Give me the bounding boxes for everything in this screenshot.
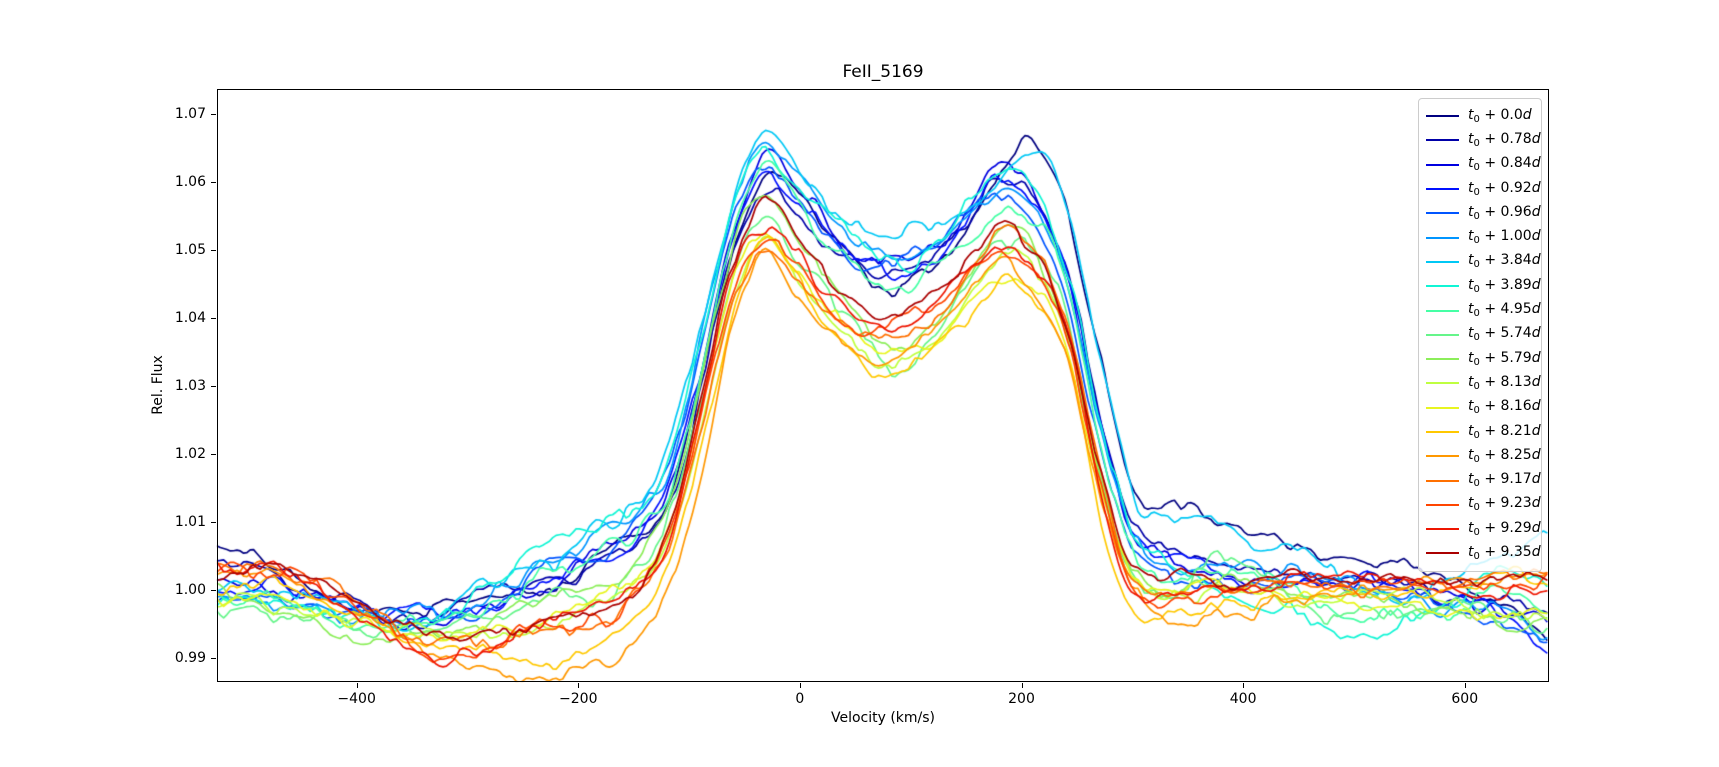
legend-item: t0 + 8.21d xyxy=(1426,420,1541,444)
legend-line-swatch xyxy=(1426,139,1459,142)
x-tick-label: −200 xyxy=(559,691,598,707)
legend-item: t0 + 3.84d xyxy=(1426,250,1541,274)
legend-item: t0 + 9.17d xyxy=(1426,468,1541,492)
legend-line-swatch xyxy=(1426,212,1459,215)
y-tick-mark xyxy=(211,250,216,252)
legend-label: t0 + 8.13d xyxy=(1468,373,1541,392)
legend-item: t0 + 9.23d xyxy=(1426,493,1541,517)
y-tick-mark xyxy=(211,318,216,320)
legend-item: t0 + 0.78d xyxy=(1426,128,1541,152)
x-tick-label: −400 xyxy=(337,691,376,707)
legend-item: t0 + 0.0d xyxy=(1426,104,1535,128)
y-tick-mark xyxy=(211,114,216,116)
x-tick-mark xyxy=(799,683,801,688)
legend-item: t0 + 0.84d xyxy=(1426,153,1541,177)
y-tick-mark xyxy=(211,182,216,184)
y-tick-label: 1.03 xyxy=(174,378,206,395)
x-tick-mark xyxy=(1243,683,1245,688)
legend-item: t0 + 3.89d xyxy=(1426,274,1541,298)
legend-label: t0 + 8.16d xyxy=(1468,398,1541,417)
y-tick-mark xyxy=(211,590,216,592)
x-axis-label: Velocity (km/s) xyxy=(830,710,936,726)
legend-line-swatch xyxy=(1426,188,1459,191)
x-tick-label: 600 xyxy=(1451,691,1479,707)
legend-label: t0 + 0.0d xyxy=(1468,106,1532,125)
legend-line-swatch xyxy=(1426,528,1459,531)
y-tick-label: 1.04 xyxy=(174,310,206,327)
x-tick-mark xyxy=(1021,683,1023,688)
legend-item: t0 + 8.13d xyxy=(1426,371,1541,395)
x-tick-label: 200 xyxy=(1008,691,1035,707)
legend-line-swatch xyxy=(1426,115,1459,118)
legend: t0 + 0.0d t0 + 0.78d t0 + 0.84d t0 + 0.92d t… xyxy=(1418,98,1542,572)
legend-line-swatch xyxy=(1426,333,1459,336)
legend-line-swatch xyxy=(1426,358,1459,361)
legend-label: t0 + 9.35d xyxy=(1468,543,1541,562)
legend-line-swatch xyxy=(1426,236,1459,239)
legend-label: t0 + 1.00d xyxy=(1468,228,1541,247)
legend-item: t0 + 9.29d xyxy=(1426,517,1541,541)
legend-line-swatch xyxy=(1426,431,1459,433)
legend-label: t0 + 3.89d xyxy=(1468,276,1541,295)
legend-line-swatch xyxy=(1426,260,1459,263)
legend-item: t0 + 0.92d xyxy=(1426,177,1541,201)
x-tick-label: 0 xyxy=(795,691,805,707)
legend-item: t0 + 1.00d xyxy=(1426,225,1541,249)
legend-line-swatch xyxy=(1426,382,1459,385)
y-tick-label: 1.02 xyxy=(174,446,206,463)
y-tick-mark xyxy=(211,658,216,660)
x-tick-label: 400 xyxy=(1229,691,1257,707)
legend-line-swatch xyxy=(1426,285,1459,288)
legend-label: t0 + 5.74d xyxy=(1468,325,1541,344)
legend-item: t0 + 9.35d xyxy=(1426,541,1541,565)
y-tick-mark xyxy=(211,522,216,524)
legend-line-swatch xyxy=(1426,479,1459,482)
legend-line-swatch xyxy=(1426,552,1459,555)
y-tick-label: 0.99 xyxy=(174,650,206,667)
legend-label: t0 + 9.23d xyxy=(1468,495,1541,514)
legend-item: t0 + 5.79d xyxy=(1426,347,1541,371)
legend-item: t0 + 8.16d xyxy=(1426,396,1541,420)
legend-item: t0 + 8.25d xyxy=(1426,444,1541,468)
x-tick-mark xyxy=(356,683,358,688)
y-tick-label: 1.07 xyxy=(174,106,206,123)
y-tick-label: 1.01 xyxy=(174,514,206,531)
legend-line-swatch xyxy=(1426,163,1459,166)
legend-label: t0 + 9.17d xyxy=(1468,471,1541,490)
y-tick-label: 1.00 xyxy=(174,582,206,599)
legend-line-swatch xyxy=(1426,309,1459,312)
legend-label: t0 + 4.95d xyxy=(1468,301,1541,320)
y-tick-label: 1.05 xyxy=(174,242,206,259)
legend-label: t0 + 0.96d xyxy=(1468,203,1541,222)
legend-label: t0 + 0.78d xyxy=(1468,130,1541,149)
legend-label: t0 + 8.25d xyxy=(1468,446,1541,465)
y-tick-mark xyxy=(211,386,216,388)
y-tick-mark xyxy=(211,454,216,456)
legend-line-swatch xyxy=(1426,503,1459,506)
legend-label: t0 + 0.84d xyxy=(1468,155,1541,174)
y-tick-label: 1.06 xyxy=(174,174,206,191)
legend-line-swatch xyxy=(1426,406,1459,409)
legend-label: t0 + 9.29d xyxy=(1468,519,1541,538)
legend-line-swatch xyxy=(1426,455,1459,458)
legend-label: t0 + 0.92d xyxy=(1468,179,1541,198)
legend-label: t0 + 8.21d xyxy=(1468,422,1541,441)
legend-item: t0 + 0.96d xyxy=(1426,201,1541,225)
legend-item: t0 + 5.74d xyxy=(1426,323,1541,347)
chart-title: FeII_5169 xyxy=(842,62,924,82)
x-tick-mark xyxy=(578,683,580,688)
legend-label: t0 + 3.84d xyxy=(1468,252,1541,271)
x-tick-mark xyxy=(1464,683,1466,688)
legend-label: t0 + 5.79d xyxy=(1468,349,1541,368)
legend-item: t0 + 4.95d xyxy=(1426,298,1541,322)
